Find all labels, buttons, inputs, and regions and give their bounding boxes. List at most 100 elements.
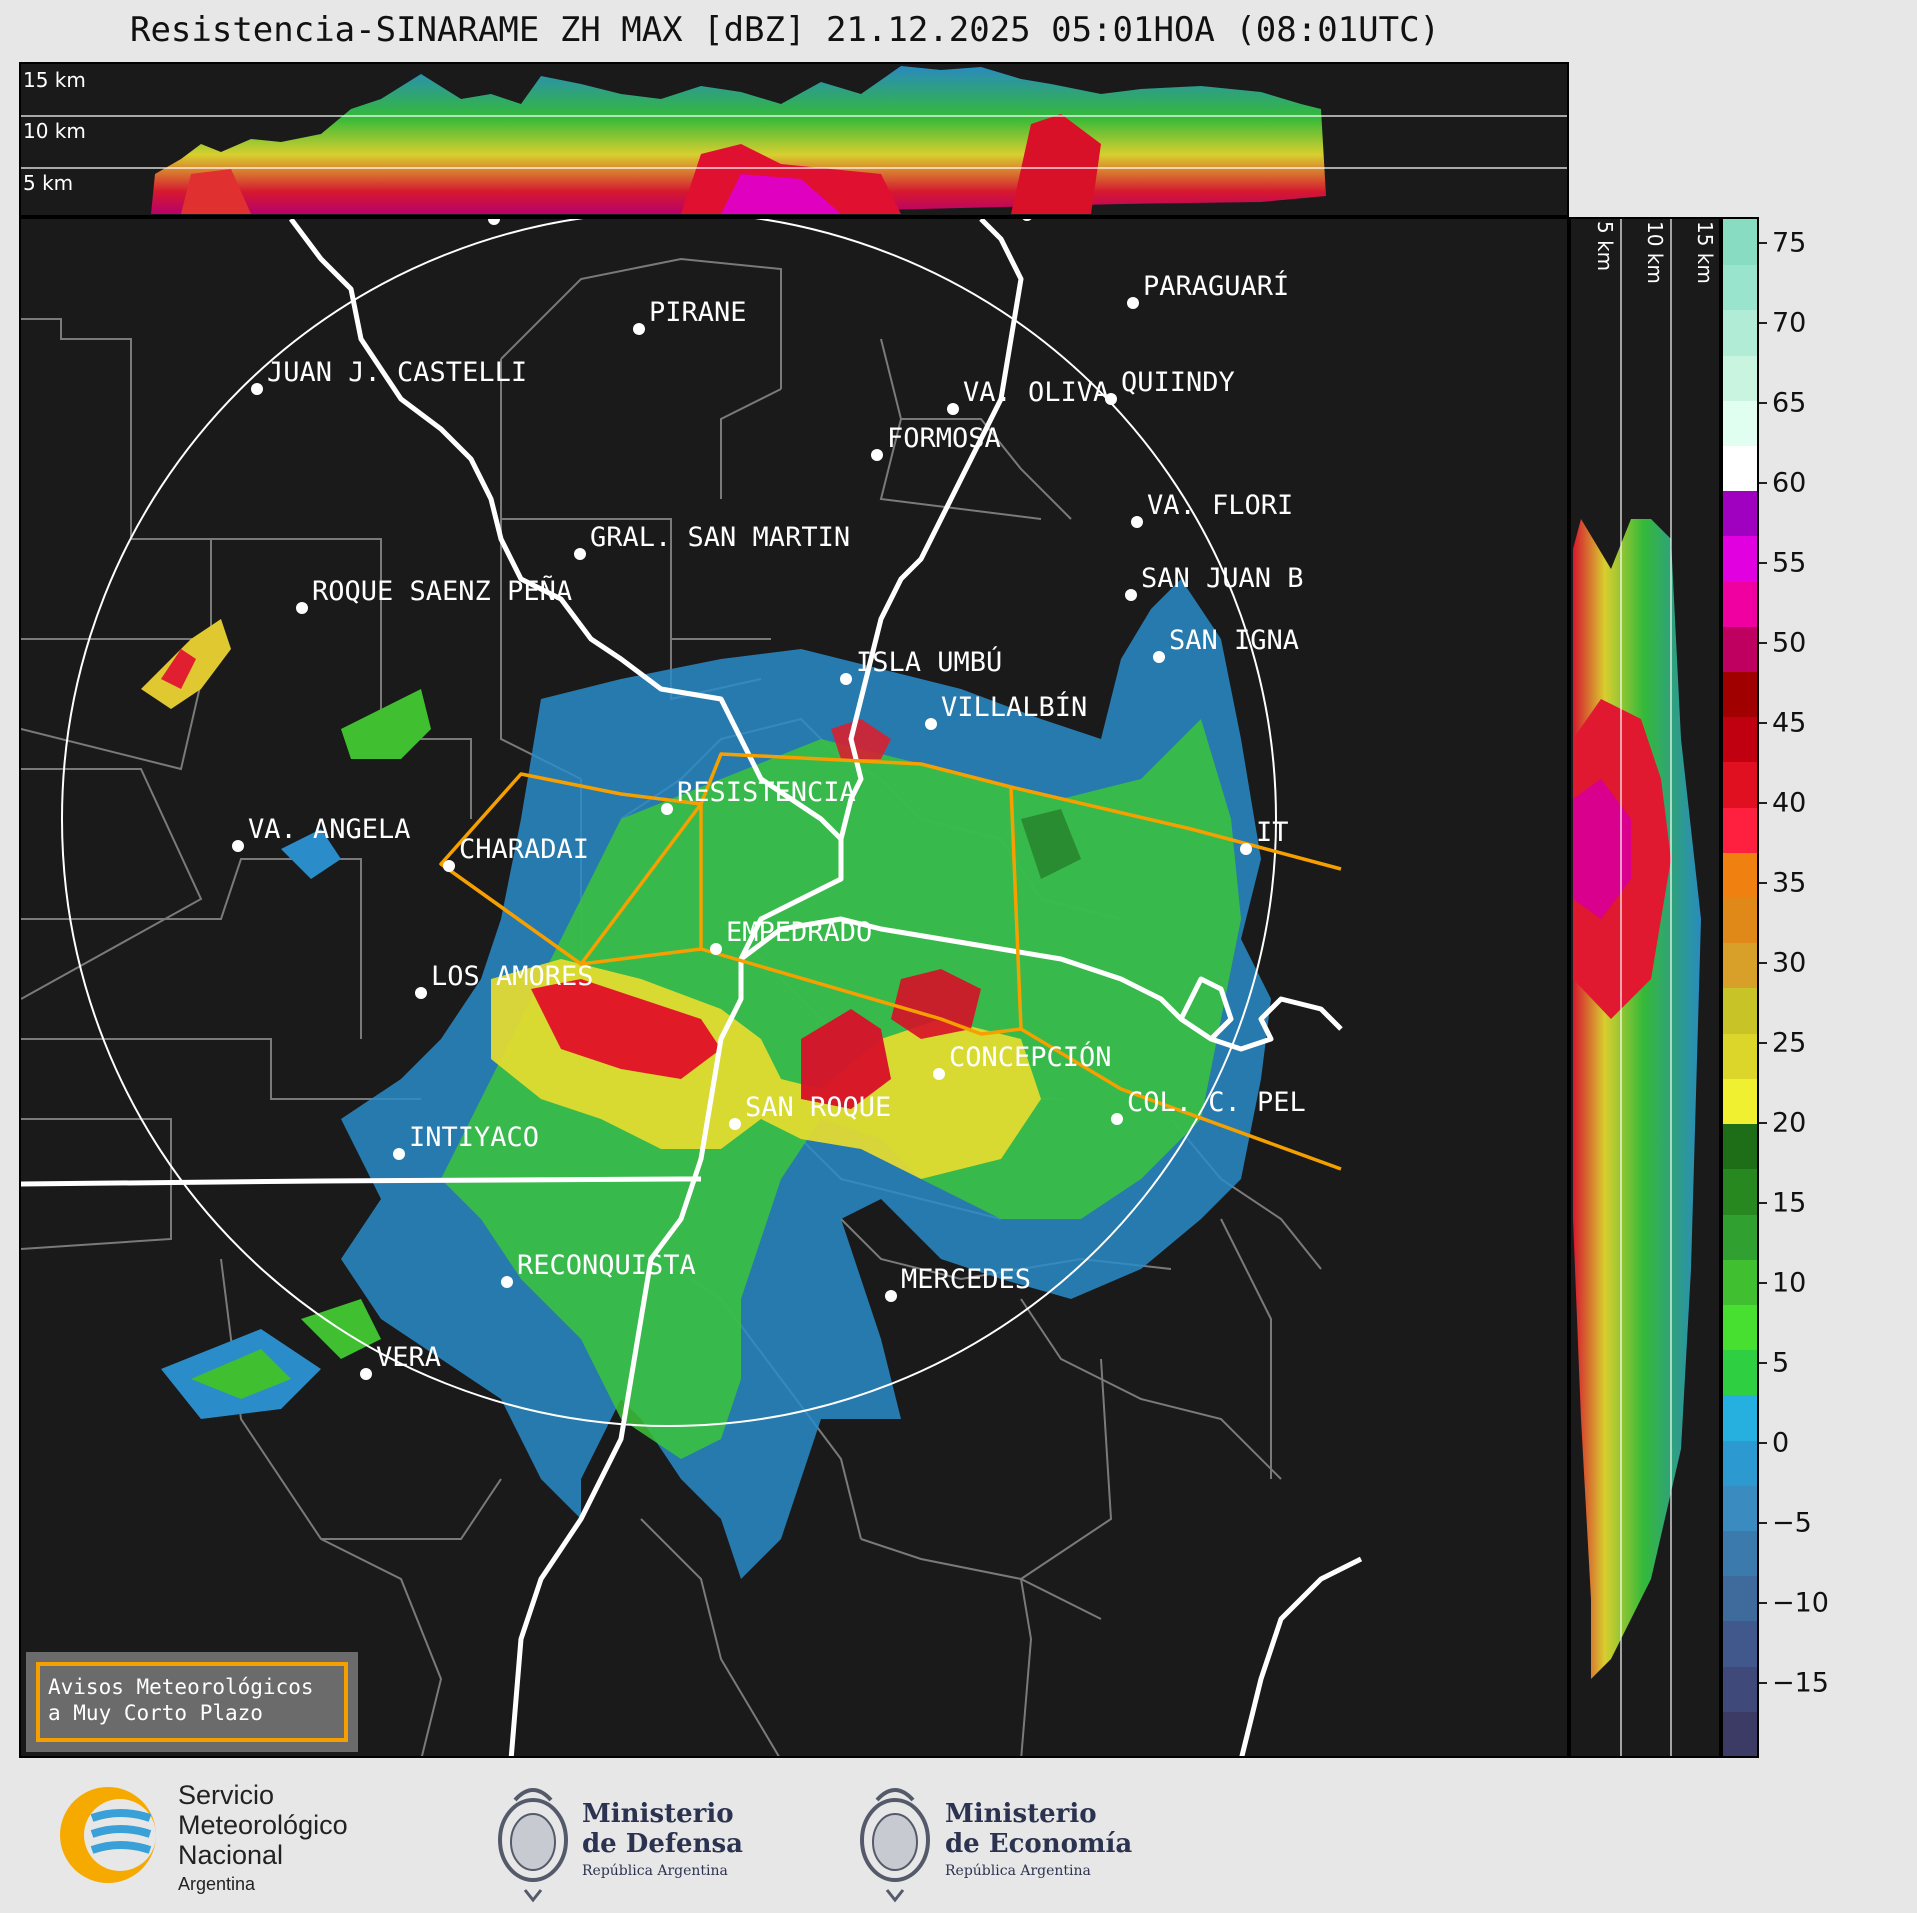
colorbar-tick-label: 5 (1772, 1347, 1790, 1379)
place-label: RESISTENCIA (677, 777, 856, 808)
colorbar-tick (1759, 1362, 1767, 1364)
place-vera: VERA (360, 1342, 441, 1380)
place-intiyaco: INTIYACO (393, 1122, 539, 1160)
place-label: VA. ANGELA (248, 814, 411, 845)
echo-red-core-west (531, 979, 721, 1079)
place-label: GRAL. SAN MARTIN (590, 522, 850, 553)
echo-red-core-east (801, 1009, 891, 1109)
place-marker (1240, 843, 1252, 855)
chart-title: Resistencia-SINARAME ZH MAX [dBZ] 21.12.… (129, 10, 1441, 50)
colorbar-tick (1759, 1682, 1767, 1684)
side-height-label-10: 10 km (1643, 221, 1667, 284)
place-villalb-n: VILLALBÍN (925, 691, 1087, 730)
colorbar-tick-label: −5 (1772, 1507, 1812, 1539)
colorbar-tick (1759, 882, 1767, 884)
place-label: SAN ROQUE (745, 1092, 891, 1123)
place-marker (1153, 651, 1165, 663)
colorbar-tick (1759, 802, 1767, 804)
colorbar-tick-label: 35 (1772, 867, 1807, 899)
place-gral-san-martin: GRAL. SAN MARTIN (574, 522, 850, 560)
colorbar-segment (1723, 897, 1757, 944)
warning-legend-line1: Avisos Meteorológicos (48, 1675, 314, 1699)
place-label: LOS AMORES (431, 961, 594, 992)
defensa-line3: República Argentina (582, 1863, 728, 1879)
colorbar-tick (1759, 1522, 1767, 1524)
colorbar-segment (1723, 535, 1757, 582)
place-charadai: CHARADAI (443, 834, 589, 872)
place-paraguar-: PARAGUARÍ (1127, 270, 1289, 309)
place-marker (393, 1148, 405, 1160)
colorbar-tick-label: 65 (1772, 387, 1807, 419)
place-marker (1131, 516, 1143, 528)
colorbar-segment (1723, 354, 1757, 401)
place-label: FORMOSA (887, 423, 1001, 454)
places-layer: CMTE. FONTANA ASUNCIÓN PARAGUARÍ PIRANE JUAN… (232, 219, 1306, 1380)
echo-cell-nw-core (161, 649, 196, 689)
place-san-roque: SAN ROQUE (729, 1092, 891, 1130)
colorbar-segment (1723, 580, 1757, 627)
colorbar-segment (1723, 1123, 1757, 1170)
colorbar-tick-label: 70 (1772, 307, 1807, 339)
colorbar-segment (1723, 716, 1757, 763)
place-label: ROQUE SAENZ PEÑA (312, 575, 572, 607)
radar-echoes (141, 579, 1271, 1579)
place-marker (232, 840, 244, 852)
colorbar-segment (1723, 1258, 1757, 1305)
economia-line1: Ministerio (945, 1799, 1097, 1829)
colorbar-tick (1759, 322, 1767, 324)
colorbar-segment (1723, 1077, 1757, 1125)
colorbar-segment (1723, 1213, 1757, 1260)
colorbar-tick-label: 15 (1772, 1187, 1807, 1219)
echo-red-core-ne (891, 969, 981, 1039)
colorbar-tick-label: 50 (1772, 627, 1807, 659)
colorbar-tick-label: 45 (1772, 707, 1807, 739)
place-marker (1022, 219, 1032, 221)
colorbar-tick-label: 75 (1772, 227, 1807, 259)
defensa-line1: Ministerio (582, 1799, 734, 1829)
colorbar-tick-label: 25 (1772, 1027, 1807, 1059)
radar-map[interactable]: CMTE. FONTANA ASUNCIÓN PARAGUARÍ PIRANE JUAN… (19, 217, 1569, 1758)
smn-line2: Meteorológico (178, 1810, 348, 1840)
top-core-3 (1011, 114, 1101, 214)
echo-cell-w4 (191, 1349, 291, 1399)
warning-legend-line2: a Muy Corto Plazo (48, 1701, 263, 1725)
colorbar-tick (1759, 242, 1767, 244)
colorbar-tick-label: 0 (1772, 1427, 1790, 1459)
colorbar-segment (1723, 1620, 1757, 1667)
colorbar-tick-label: −10 (1772, 1587, 1829, 1619)
smn-logo-icon (60, 1787, 156, 1883)
smn-line3: Nacional (178, 1840, 283, 1870)
place-juan-j-castelli: JUAN J. CASTELLI (251, 357, 527, 395)
colorbar-segment (1723, 490, 1757, 537)
colorbar-segment (1723, 1529, 1757, 1577)
smn-line1: Servicio (178, 1780, 274, 1810)
colorbar-segment (1723, 445, 1757, 492)
side-height-label-15: 15 km (1693, 221, 1717, 284)
side-cross-section: 5 km 10 km 15 km (1569, 217, 1721, 1758)
place-roque-saenz-pe-a: ROQUE SAENZ PEÑA (296, 575, 572, 614)
colorbar-segment (1723, 1710, 1757, 1756)
place-marker (1111, 1113, 1123, 1125)
echo-cell-e1 (1021, 809, 1081, 879)
colorbar-segment (1723, 1168, 1757, 1215)
place-va-angela: VA. ANGELA (232, 814, 411, 852)
place-label: QUIINDY (1121, 367, 1235, 398)
warning-legend-frame: Avisos Meteorológicos a Muy Corto Plazo (36, 1662, 348, 1742)
place-concepci-n: CONCEPCIÓN (933, 1041, 1112, 1080)
colorbar-segment (1723, 309, 1757, 356)
colorbar-segment (1723, 1665, 1757, 1712)
colorbar-tick (1759, 642, 1767, 644)
colorbar-segment (1723, 1349, 1757, 1396)
colorbar-tick (1759, 562, 1767, 564)
side-cross-section-plot (1573, 219, 1701, 1756)
place-mercedes: MERCEDES (885, 1264, 1031, 1302)
place-marker (933, 1068, 945, 1080)
colorbar-tick (1759, 402, 1767, 404)
colorbar-tick-label: 40 (1772, 787, 1807, 819)
place-marker (729, 1118, 741, 1130)
echo-cell-w2 (281, 829, 341, 879)
economia-line3: República Argentina (945, 1863, 1091, 1879)
colorbar-segment (1723, 987, 1757, 1034)
colorbar-tick (1759, 482, 1767, 484)
footer-logos: Servicio Meteorológico Nacional Argentin… (60, 1780, 1132, 1903)
